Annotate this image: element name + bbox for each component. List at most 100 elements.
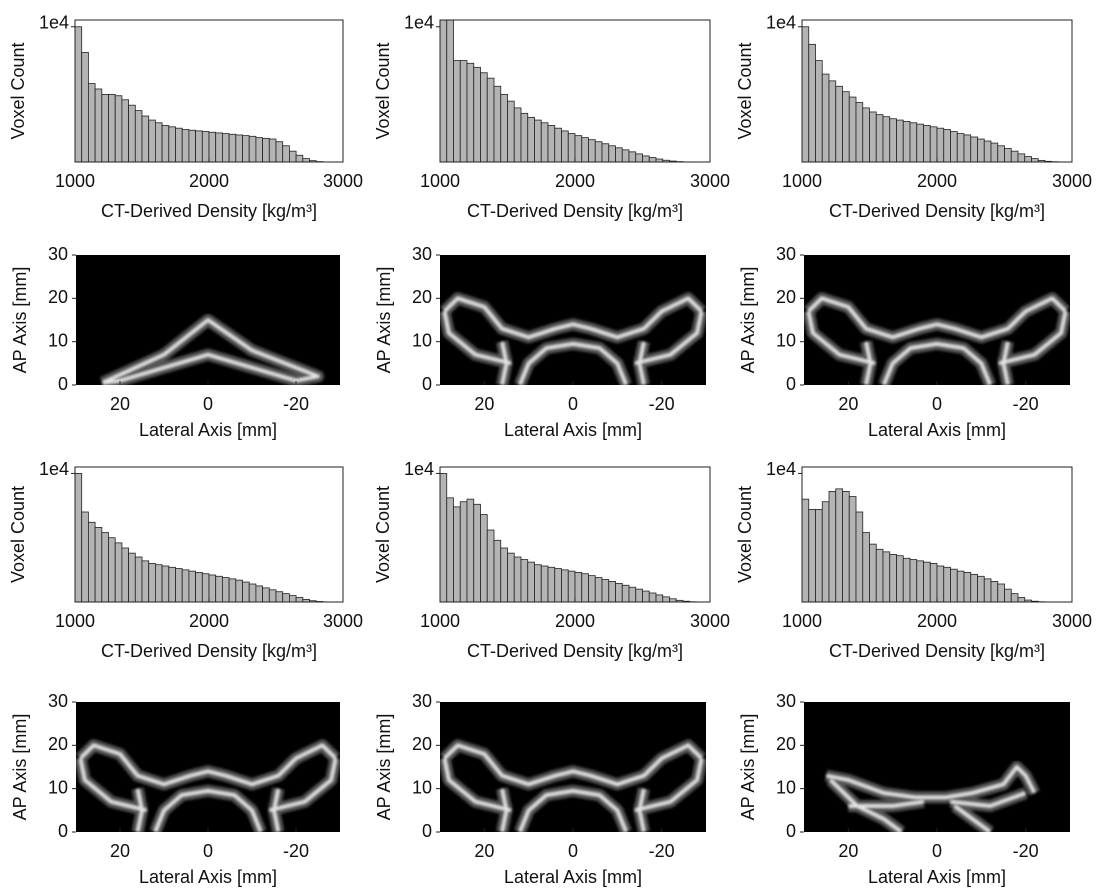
bar bbox=[615, 582, 623, 602]
bar bbox=[615, 147, 623, 162]
x-tick-label: 2000 bbox=[189, 611, 229, 631]
x-tick-label: 3000 bbox=[323, 611, 363, 631]
bar bbox=[909, 122, 918, 162]
bone-edge bbox=[950, 791, 1027, 808]
bar bbox=[916, 123, 924, 162]
bar bbox=[128, 552, 136, 602]
bone-edge bbox=[634, 758, 704, 812]
bar bbox=[108, 537, 116, 602]
bar bbox=[195, 130, 203, 162]
bar bbox=[835, 85, 843, 162]
bar bbox=[1017, 153, 1026, 162]
y-axis-label: Voxel Count bbox=[735, 42, 755, 139]
bar bbox=[902, 121, 911, 162]
y-axis-label: AP Axis [mm] bbox=[738, 714, 758, 821]
bar bbox=[507, 100, 515, 162]
bone-edge bbox=[634, 311, 704, 365]
bar bbox=[141, 560, 150, 602]
x-axis-label: Lateral Axis [mm] bbox=[868, 420, 1006, 440]
y-axis-label: AP Axis [mm] bbox=[10, 714, 30, 821]
ct-image bbox=[825, 761, 1040, 832]
ct-image bbox=[804, 292, 1070, 385]
x-tick-label: 0 bbox=[203, 394, 213, 414]
bar bbox=[1004, 148, 1012, 162]
bar bbox=[815, 60, 823, 162]
bar bbox=[828, 80, 837, 162]
bar bbox=[121, 99, 130, 162]
bar bbox=[235, 134, 243, 162]
x-axis-label: CT-Derived Density [kg/m³] bbox=[829, 201, 1045, 221]
y-tick-label: 1e4 bbox=[39, 13, 69, 33]
bar bbox=[628, 151, 637, 162]
bar bbox=[882, 116, 891, 162]
bar bbox=[848, 96, 857, 162]
y-tick-label: 1e4 bbox=[404, 459, 434, 479]
bar bbox=[175, 568, 183, 602]
bar bbox=[108, 93, 116, 162]
x-tick-label: -20 bbox=[1013, 394, 1039, 414]
bar bbox=[513, 107, 522, 162]
x-tick-label: -20 bbox=[1013, 841, 1039, 861]
ct-image bbox=[76, 739, 340, 832]
bar bbox=[628, 586, 637, 602]
bar bbox=[221, 133, 230, 162]
panel: 1000 2000 3000 1e4 CT-Derived Density [kg/m³… bbox=[373, 459, 730, 661]
y-tick-label: 20 bbox=[412, 287, 432, 307]
bar bbox=[621, 584, 630, 602]
bone-edge bbox=[136, 788, 144, 832]
bone-edge bbox=[806, 311, 876, 365]
x-tick-label: 0 bbox=[568, 841, 578, 861]
bar bbox=[134, 556, 143, 602]
bar bbox=[255, 137, 263, 162]
y-axis-label: Voxel Count bbox=[8, 486, 28, 583]
bar bbox=[94, 88, 103, 162]
bar bbox=[594, 577, 603, 602]
bar bbox=[101, 532, 109, 602]
bar bbox=[970, 136, 978, 162]
bar bbox=[161, 565, 170, 602]
x-tick-label: 1000 bbox=[782, 611, 822, 631]
x-axis-label: CT-Derived Density [kg/m³] bbox=[101, 641, 317, 661]
bar bbox=[997, 145, 1005, 162]
bar bbox=[882, 551, 891, 602]
bar bbox=[963, 134, 972, 162]
bar bbox=[114, 95, 123, 162]
x-tick-label: 3000 bbox=[1052, 171, 1092, 191]
bar bbox=[875, 548, 884, 602]
bar bbox=[81, 511, 89, 602]
y-tick-label: 10 bbox=[48, 777, 68, 797]
bar bbox=[842, 491, 850, 602]
bar bbox=[821, 501, 830, 602]
bar bbox=[963, 572, 972, 602]
bar bbox=[268, 138, 277, 162]
bar bbox=[923, 125, 931, 162]
bar bbox=[997, 583, 1005, 602]
bar bbox=[581, 573, 589, 602]
bone-edge bbox=[78, 758, 147, 812]
panel: 1000 2000 3000 1e4 CT-Derived Density [kg/m³… bbox=[735, 13, 1092, 221]
bone-edge bbox=[638, 341, 646, 385]
x-axis-label: Lateral Axis [mm] bbox=[139, 867, 277, 887]
bar bbox=[574, 135, 583, 162]
bar bbox=[567, 133, 576, 162]
y-tick-label: 30 bbox=[412, 244, 432, 264]
bar bbox=[466, 62, 475, 162]
bar bbox=[473, 66, 481, 162]
bar bbox=[154, 122, 163, 162]
x-tick-label: 20 bbox=[474, 394, 494, 414]
bar bbox=[862, 107, 870, 162]
bar bbox=[242, 135, 250, 162]
bone-edge bbox=[500, 341, 508, 385]
bar bbox=[168, 566, 176, 602]
bar bbox=[635, 153, 643, 162]
y-tick-label: 30 bbox=[776, 244, 796, 264]
y-tick-label: 30 bbox=[412, 691, 432, 711]
x-tick-label: 20 bbox=[110, 841, 130, 861]
bar bbox=[513, 556, 522, 602]
y-axis-label: Voxel Count bbox=[735, 486, 755, 583]
bar bbox=[1017, 597, 1026, 602]
bone-edge bbox=[998, 311, 1068, 365]
bar bbox=[459, 501, 468, 602]
y-tick-label: 0 bbox=[58, 821, 68, 841]
bar bbox=[875, 114, 884, 162]
